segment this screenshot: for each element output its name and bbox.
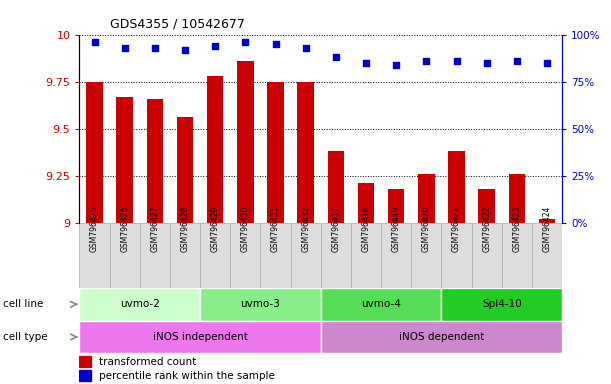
Bar (472, 223, 502, 288)
Point (210, 43, 220, 49)
Text: GSM796429: GSM796429 (211, 206, 220, 252)
Bar (116, 97, 133, 223)
Point (90, 39, 100, 45)
Point (391, 61, 401, 68)
Bar (207, 76, 224, 223)
Text: GSM796418: GSM796418 (362, 206, 370, 252)
Text: GSM796425: GSM796425 (90, 206, 99, 252)
Bar (79, 356, 92, 367)
Point (542, 60, 552, 66)
Bar (260, 223, 291, 288)
Point (180, 46, 190, 53)
Text: GSM796420: GSM796420 (422, 206, 431, 252)
Text: Spl4-10: Spl4-10 (482, 299, 522, 310)
Bar (140, 223, 170, 288)
Bar (448, 151, 465, 223)
Bar (237, 61, 254, 223)
Text: transformed count: transformed count (99, 357, 196, 367)
Point (482, 60, 492, 66)
Bar (230, 223, 260, 288)
Bar (79, 288, 200, 321)
Text: uvmo-3: uvmo-3 (241, 299, 280, 310)
Text: iNOS dependent: iNOS dependent (399, 332, 484, 342)
Point (422, 58, 431, 64)
Text: percentile rank within the sample: percentile rank within the sample (99, 371, 274, 381)
Point (271, 41, 280, 47)
Text: uvmo-2: uvmo-2 (120, 299, 159, 310)
Text: cell line: cell line (3, 299, 43, 310)
Bar (109, 223, 140, 288)
Text: GSM796424: GSM796424 (543, 206, 552, 252)
Text: GSM796431: GSM796431 (271, 206, 280, 252)
Bar (79, 321, 321, 353)
Text: GSM796417: GSM796417 (331, 206, 340, 252)
Bar (442, 288, 562, 321)
Bar (86, 82, 103, 223)
Text: GSM796423: GSM796423 (513, 206, 521, 252)
Bar (357, 183, 375, 223)
Point (452, 58, 461, 64)
Text: GSM796421: GSM796421 (452, 206, 461, 252)
Bar (418, 174, 434, 223)
Bar (200, 288, 321, 321)
Bar (327, 151, 344, 223)
Point (512, 58, 522, 64)
Point (150, 45, 159, 51)
Bar (321, 288, 442, 321)
Bar (508, 174, 525, 223)
Text: GSM796419: GSM796419 (392, 206, 401, 252)
Text: uvmo-4: uvmo-4 (361, 299, 401, 310)
Text: iNOS independent: iNOS independent (153, 332, 247, 342)
Text: GSM796426: GSM796426 (120, 206, 129, 252)
Bar (147, 99, 163, 223)
Text: cell type: cell type (3, 332, 48, 342)
Bar (170, 223, 200, 288)
Bar (381, 223, 411, 288)
Bar (442, 223, 472, 288)
Bar (298, 82, 314, 223)
Bar (502, 223, 532, 288)
Point (120, 45, 130, 51)
Text: GSM796428: GSM796428 (180, 206, 189, 252)
Point (361, 60, 371, 66)
Bar (79, 223, 109, 288)
Bar (291, 223, 321, 288)
Bar (79, 370, 92, 381)
Point (301, 45, 310, 51)
Bar (478, 189, 495, 223)
Bar (177, 118, 193, 223)
Bar (321, 223, 351, 288)
Bar (351, 223, 381, 288)
Point (241, 39, 251, 45)
Bar (388, 189, 404, 223)
Text: GSM796430: GSM796430 (241, 205, 250, 252)
Bar (532, 223, 562, 288)
Bar (267, 82, 284, 223)
Bar (539, 219, 555, 223)
Bar (321, 321, 562, 353)
Text: GSM796422: GSM796422 (482, 206, 491, 252)
Point (331, 54, 341, 60)
Text: GSM796432: GSM796432 (301, 206, 310, 252)
Bar (411, 223, 441, 288)
Bar (200, 223, 230, 288)
Text: GDS4355 / 10542677: GDS4355 / 10542677 (110, 17, 245, 30)
Text: GSM796427: GSM796427 (150, 206, 159, 252)
